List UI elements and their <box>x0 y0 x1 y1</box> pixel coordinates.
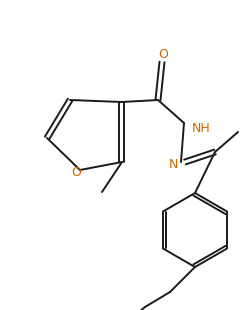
Text: O: O <box>71 166 81 179</box>
Text: O: O <box>158 47 167 60</box>
Text: NH: NH <box>191 122 210 135</box>
Text: N: N <box>168 157 177 170</box>
